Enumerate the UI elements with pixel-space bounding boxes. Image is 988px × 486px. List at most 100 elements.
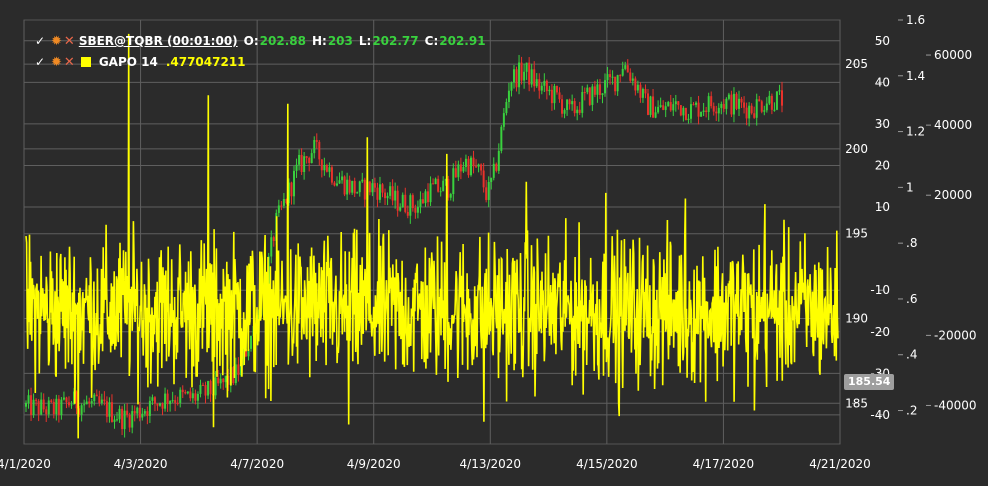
candle bbox=[555, 85, 558, 95]
candle bbox=[500, 124, 503, 154]
candle bbox=[654, 106, 657, 119]
checkbox-icon[interactable]: ✓ bbox=[34, 55, 46, 69]
candle bbox=[272, 235, 275, 247]
candle bbox=[717, 103, 720, 122]
candle bbox=[459, 157, 462, 180]
candle bbox=[507, 82, 510, 109]
candle bbox=[151, 394, 154, 405]
candle bbox=[110, 394, 113, 423]
candle bbox=[629, 68, 632, 84]
y-tick-label-oscillator: -10 bbox=[870, 283, 890, 297]
candle bbox=[414, 204, 417, 219]
y-tick-label-price: 205 bbox=[845, 57, 868, 71]
candle bbox=[209, 379, 212, 402]
candle bbox=[90, 398, 93, 408]
candle bbox=[515, 66, 518, 92]
candle bbox=[480, 163, 483, 176]
candle bbox=[159, 402, 162, 407]
candle bbox=[710, 91, 713, 109]
color-swatch-icon[interactable] bbox=[80, 57, 91, 67]
candle bbox=[184, 389, 187, 395]
candle bbox=[447, 175, 450, 201]
y-tick-label-gapo: 1.6 bbox=[906, 13, 925, 27]
indicator-name[interactable]: GAPO 14 bbox=[98, 55, 158, 69]
candle bbox=[394, 182, 397, 209]
candle bbox=[32, 393, 35, 418]
candle bbox=[530, 63, 533, 88]
symbol-label[interactable]: SBER@TQBR (00:01:00) bbox=[78, 34, 238, 48]
candle bbox=[664, 101, 667, 118]
candle bbox=[303, 152, 306, 180]
candle bbox=[305, 155, 308, 164]
gear-icon[interactable]: ✹ bbox=[51, 33, 62, 49]
candle bbox=[598, 78, 601, 100]
y-tick-label-oscillator: -20 bbox=[870, 325, 890, 339]
candle bbox=[373, 177, 376, 193]
close-icon[interactable]: ✕ bbox=[63, 54, 75, 70]
candle bbox=[330, 164, 333, 185]
candle bbox=[411, 193, 414, 212]
candle bbox=[763, 105, 766, 116]
candle bbox=[753, 106, 756, 119]
candle bbox=[287, 178, 290, 206]
candle bbox=[65, 396, 68, 409]
axes: 4/1/2020 4/3/2020 4/7/2020 4/9/2020 4/13/202… bbox=[0, 13, 977, 471]
candle bbox=[674, 94, 677, 112]
candle bbox=[50, 398, 53, 404]
gear-icon[interactable]: ✹ bbox=[51, 54, 62, 70]
candle bbox=[148, 396, 151, 423]
candle bbox=[138, 401, 141, 422]
candle bbox=[778, 84, 781, 95]
close-icon[interactable]: ✕ bbox=[63, 33, 75, 49]
candle bbox=[738, 90, 741, 117]
candle bbox=[52, 398, 55, 419]
candle bbox=[189, 387, 192, 402]
candle bbox=[700, 111, 703, 117]
candle bbox=[169, 400, 172, 412]
y-tick-label-price: 195 bbox=[845, 227, 868, 241]
candle bbox=[462, 161, 465, 173]
candle bbox=[93, 392, 96, 406]
checkbox-icon[interactable]: ✓ bbox=[34, 34, 46, 48]
candle bbox=[540, 82, 543, 95]
candle bbox=[581, 85, 584, 118]
candle bbox=[781, 81, 783, 113]
candle bbox=[277, 199, 280, 217]
candle bbox=[454, 160, 457, 178]
candle bbox=[548, 85, 551, 96]
candle bbox=[57, 395, 60, 423]
candle bbox=[70, 401, 73, 409]
candle bbox=[533, 61, 536, 92]
y-tick-label-gapo: .4 bbox=[906, 348, 917, 362]
candle bbox=[196, 391, 199, 409]
candle bbox=[95, 389, 98, 397]
candle bbox=[550, 84, 553, 111]
candle bbox=[475, 159, 478, 168]
candle bbox=[427, 183, 430, 207]
y-tick-label-oscillator: 20 bbox=[875, 158, 890, 172]
candle bbox=[745, 102, 748, 126]
candle bbox=[773, 102, 776, 112]
candle bbox=[358, 180, 361, 197]
candle bbox=[490, 177, 493, 190]
candle bbox=[573, 98, 576, 117]
candle bbox=[682, 106, 685, 122]
candle bbox=[133, 405, 136, 422]
candle bbox=[80, 403, 83, 422]
candle bbox=[543, 73, 546, 93]
y-tick-label-oscillator: 30 bbox=[875, 117, 890, 131]
candle bbox=[389, 182, 392, 200]
candle bbox=[42, 393, 45, 413]
candle bbox=[323, 157, 326, 176]
legend-row-indicator: ✓ ✹ ✕ GAPO 14 .477047211 bbox=[33, 53, 246, 71]
candle bbox=[437, 175, 440, 193]
candle bbox=[510, 81, 513, 97]
candle bbox=[424, 189, 427, 207]
indicator-value: .477047211 bbox=[165, 55, 246, 69]
candle bbox=[432, 178, 435, 185]
candle bbox=[558, 87, 561, 103]
candle bbox=[735, 92, 738, 111]
candle bbox=[328, 162, 331, 178]
candle bbox=[730, 90, 733, 118]
